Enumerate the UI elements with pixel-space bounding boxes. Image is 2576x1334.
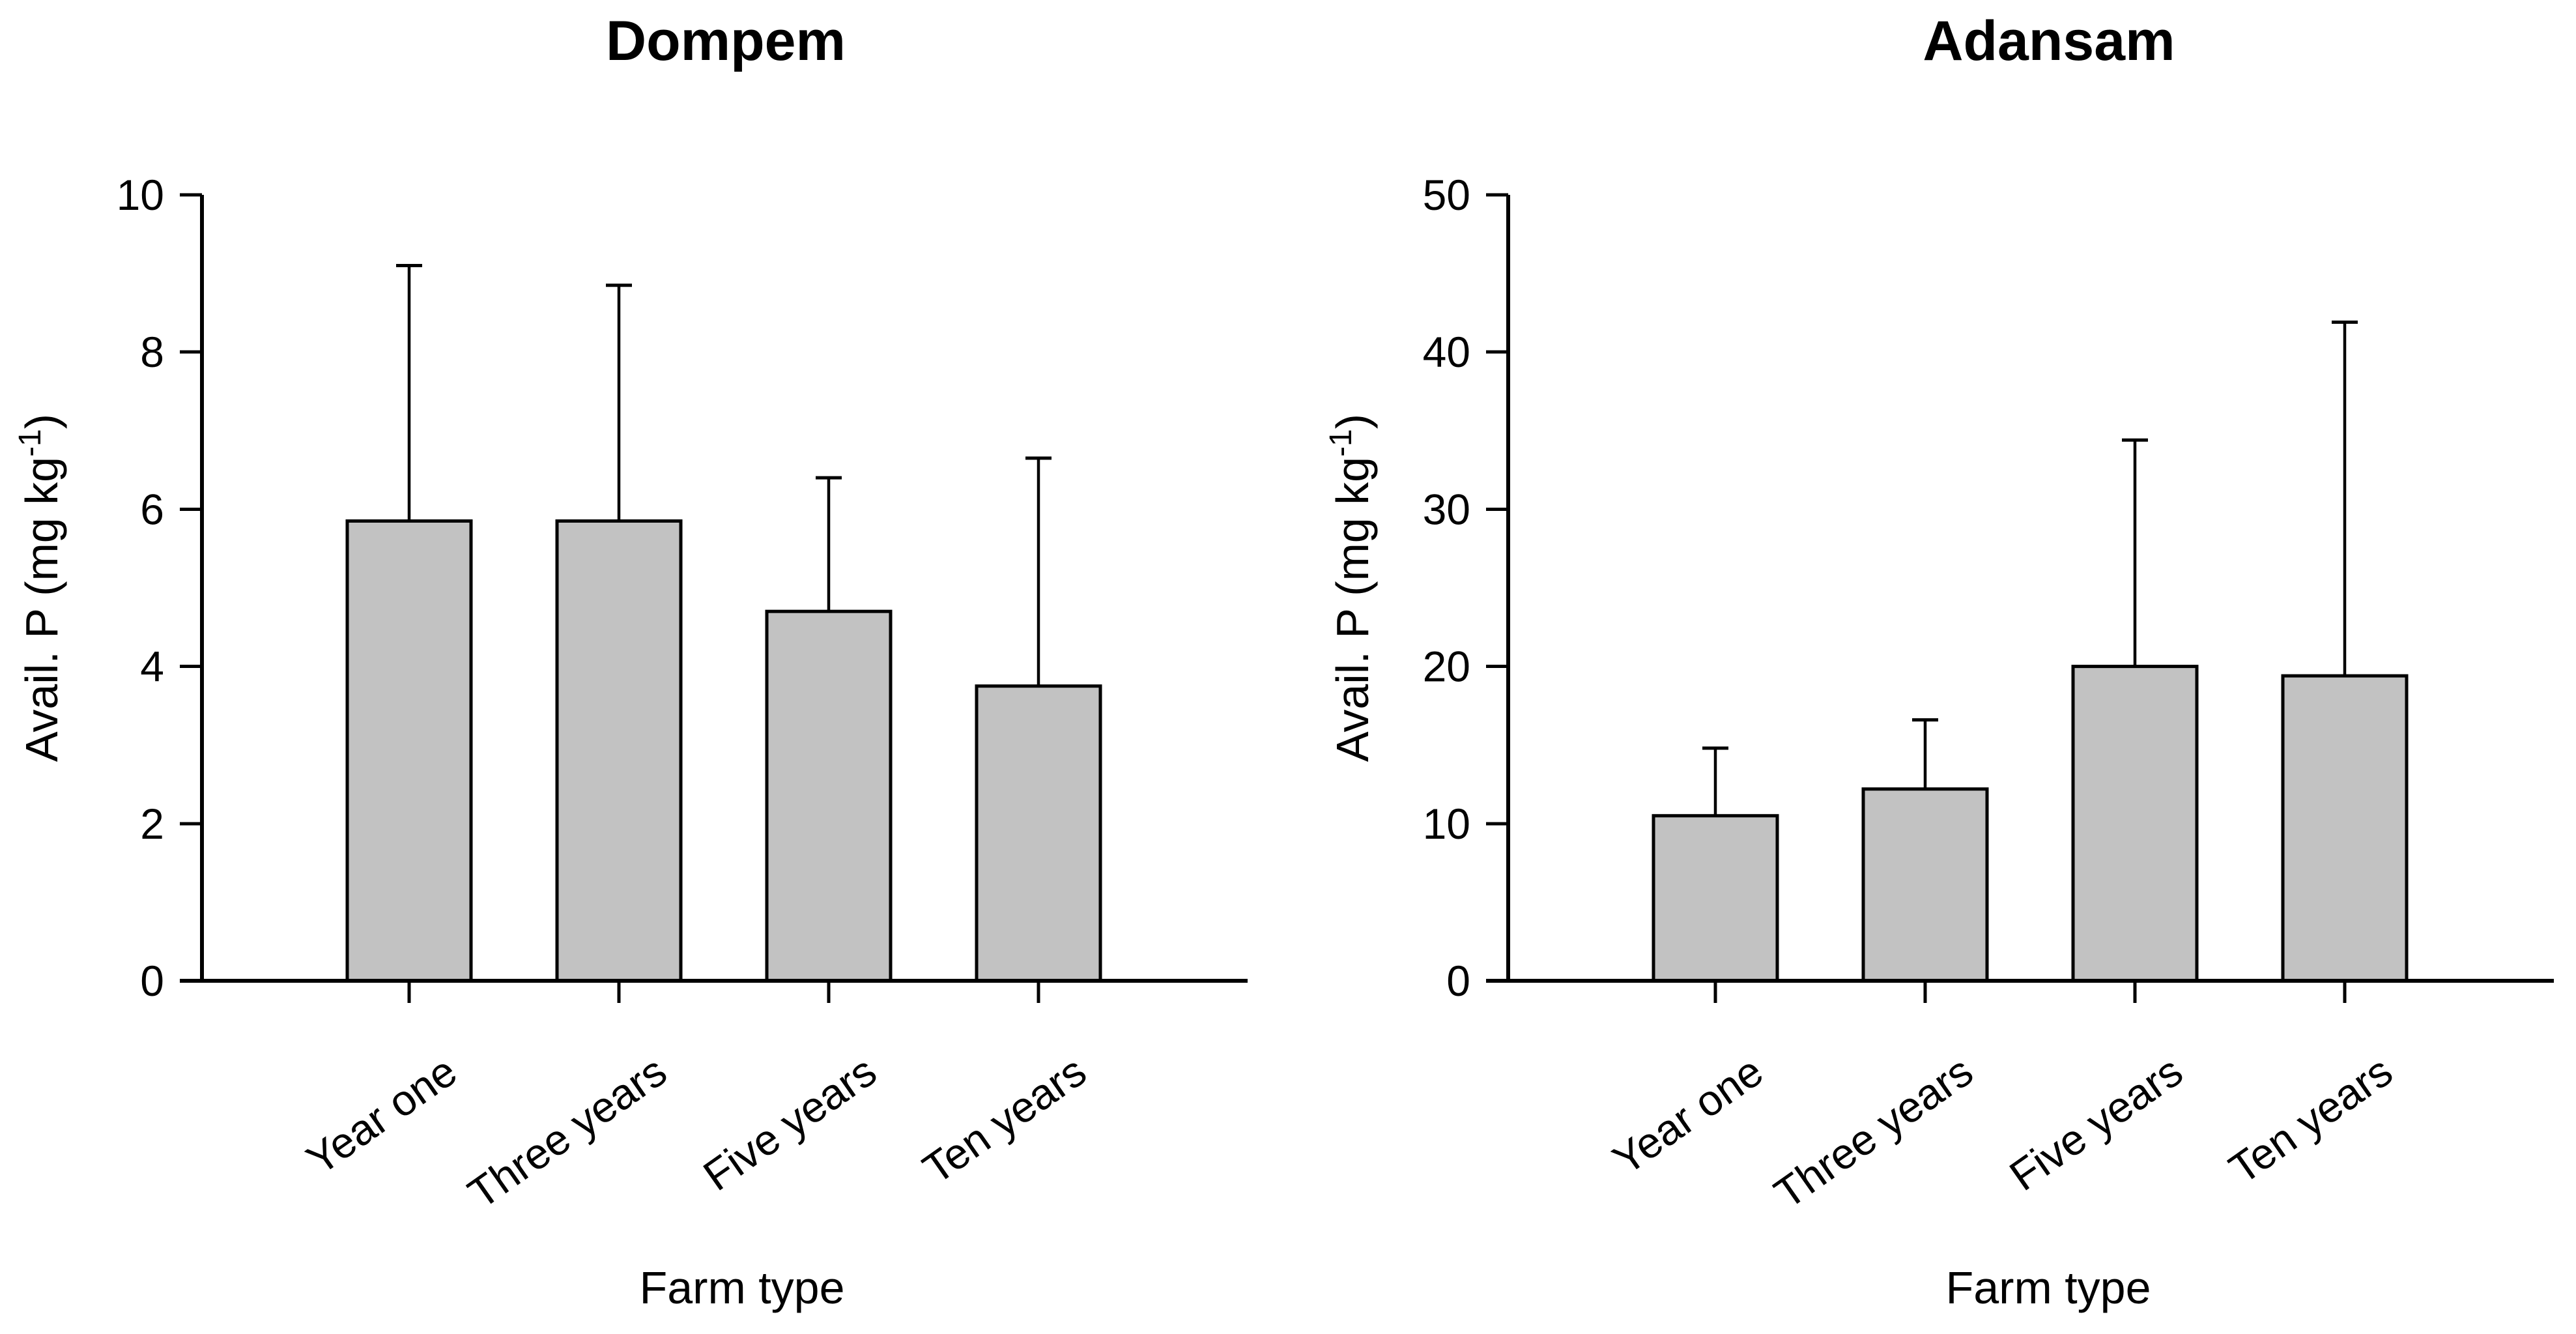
y-tick-label: 10: [1423, 800, 1470, 848]
y-axis-label-main: Avail. P (mg kg: [1327, 457, 1378, 762]
y-tick-label: 50: [1423, 171, 1470, 219]
bar: [2071, 665, 2199, 983]
y-axis-label-superscript: -1: [13, 429, 48, 457]
y-axis-label-close: ): [1327, 414, 1378, 429]
chart-title: Adansam: [1923, 10, 2175, 72]
y-tick-label: 8: [140, 328, 164, 376]
bar: [555, 519, 683, 983]
x-category-label: Ten years: [2220, 1047, 2401, 1193]
bar: [1652, 814, 1779, 983]
bar: [765, 609, 893, 983]
y-tick-label: 10: [117, 171, 164, 219]
y-axis-label-main: Avail. P (mg kg: [16, 457, 67, 762]
x-category-label: Year one: [298, 1047, 465, 1184]
x-category-label: Five years: [694, 1047, 885, 1200]
y-tick-label: 6: [140, 485, 164, 533]
x-axis-label: Farm type: [1945, 1262, 2151, 1313]
x-category-label: Three years: [1766, 1047, 1981, 1218]
x-category-label: Three years: [459, 1047, 675, 1218]
y-tick-label: 30: [1423, 485, 1470, 533]
bar: [2281, 674, 2409, 983]
y-tick-label: 40: [1423, 328, 1470, 376]
y-axis-label-close: ): [16, 414, 67, 429]
bar: [975, 684, 1102, 983]
y-tick-label: 2: [140, 800, 164, 848]
x-axis-label: Farm type: [639, 1262, 844, 1313]
chart-title: Dompem: [606, 10, 846, 72]
x-category-label: Five years: [2001, 1047, 2191, 1200]
y-axis-label: Avail. P (mg kg-1): [13, 414, 67, 762]
y-axis-label-superscript: -1: [1324, 429, 1358, 457]
y-tick-label: 4: [140, 643, 164, 691]
x-category-label: Ten years: [914, 1047, 1095, 1193]
bar: [1861, 787, 1989, 983]
x-category-label: Year one: [1604, 1047, 1771, 1184]
y-tick-label: 0: [1446, 957, 1470, 1005]
bar: [345, 519, 473, 983]
y-axis-label: Avail. P (mg kg-1): [1324, 414, 1378, 762]
y-tick-label: 20: [1423, 643, 1470, 691]
y-tick-label: 0: [140, 957, 164, 1005]
